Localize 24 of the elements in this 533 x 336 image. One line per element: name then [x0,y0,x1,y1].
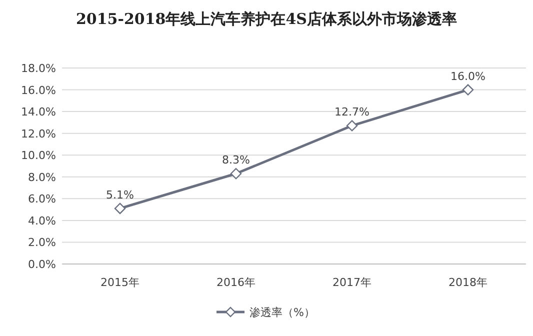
data-label: 5.1% [106,188,134,202]
data-label: 8.3% [222,154,250,167]
y-tick-label: 18.0% [21,62,56,75]
data-label: 16.0% [450,70,486,83]
legend-label: 渗透率（%） [250,306,315,319]
y-tick-label: 4.0% [28,214,56,228]
point [114,202,126,214]
x-tick-label: 2016年 [216,276,256,289]
y-tick-label: 8.0% [28,170,56,184]
y-tick-label: 2.0% [28,236,56,250]
y-tick-label: 12.0% [21,127,56,140]
y-tick-label: 10.0% [21,149,56,162]
point [230,168,242,180]
y-tick-label: 14.0% [21,106,56,119]
point [346,120,358,132]
y-tick-label: 0.0% [28,258,56,271]
x-tick-label: 2018年 [448,276,488,289]
point [462,84,474,96]
y-tick-label: 6.0% [28,192,56,206]
x-tick-label: 2015年 [100,276,140,289]
chart-title: 2015-2018年线上汽车养护在4S店体系以外市场渗透率 [76,10,457,28]
x-tick-label: 2017年 [332,276,372,289]
data-label: 12.7% [334,106,370,119]
y-tick-label: 16.0% [21,84,56,97]
